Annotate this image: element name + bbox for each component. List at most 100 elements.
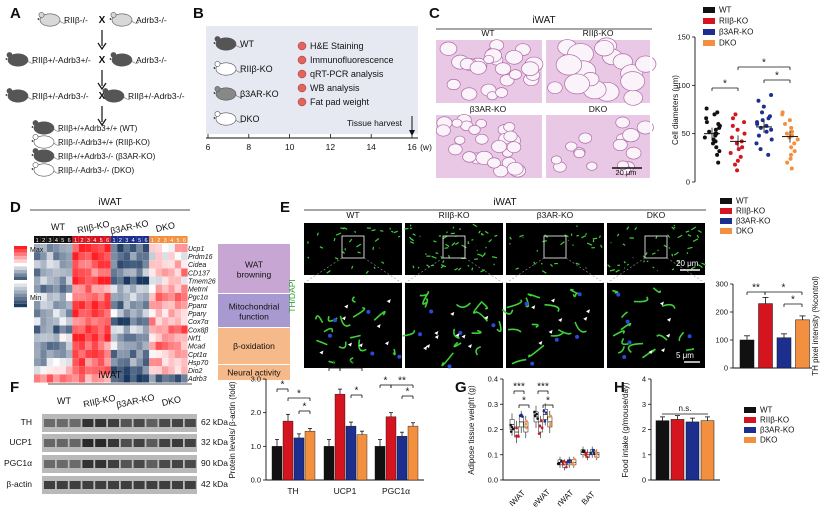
- chart-c-tick-label: 50: [682, 129, 690, 138]
- adipocyte-cell: [595, 40, 614, 56]
- mouse-eye: [32, 168, 34, 170]
- heatmap-cell: [181, 293, 187, 301]
- heatmap-cell: [168, 350, 174, 358]
- heatmap-cell: [34, 326, 40, 334]
- group-label: DKO: [155, 220, 176, 234]
- heatmap-cell: [162, 244, 168, 252]
- dapi-nucleus: [397, 355, 401, 359]
- heatmap-cell: [79, 260, 85, 268]
- chart-c-point: [705, 120, 709, 124]
- heatmap-cell: [168, 260, 174, 268]
- blot-band: [95, 460, 106, 468]
- heatmap-cell: [92, 260, 98, 268]
- chart-c-point: [790, 166, 794, 170]
- heatmap-cell: [117, 260, 123, 268]
- blot-band: [44, 481, 55, 489]
- gene-label: Pgc1α: [188, 295, 209, 302]
- chart-h-ns-label: n.s.: [679, 404, 692, 413]
- chart-g-point: [545, 411, 548, 414]
- chart-c-point: [714, 145, 718, 149]
- chart-g-sig-asterisk: ***: [513, 382, 525, 393]
- chart-f-sig-asterisk: *: [281, 380, 285, 391]
- heatmap-cell: [60, 309, 66, 317]
- heatmap-cell: [175, 366, 181, 374]
- heatmap-cell: [143, 260, 149, 268]
- adipocyte-cell: [507, 162, 523, 175]
- heatmap-cell: [124, 326, 130, 334]
- dapi-nucleus: [530, 362, 534, 366]
- adipocyte-cell: [504, 131, 517, 142]
- adipocyte-cell: [496, 88, 508, 98]
- chart-c-point: [715, 153, 719, 157]
- heatmap-cell: [60, 366, 66, 374]
- heatmap-cell: [117, 301, 123, 309]
- mouse-ear: [215, 86, 220, 91]
- panel-letter-b: B: [193, 5, 204, 22]
- blot-band: [70, 460, 81, 468]
- heatmap-cell: [47, 252, 53, 260]
- heatmap-cell: [136, 366, 142, 374]
- fluorescence-image: [506, 223, 604, 275]
- blot-band: [95, 419, 106, 427]
- chart-c-point: [736, 159, 740, 163]
- adipocyte-cell: [587, 162, 597, 170]
- chart-g-sig-asterisk: *: [546, 396, 550, 407]
- heatmap-cell: [72, 268, 78, 276]
- blot-band: [57, 460, 68, 468]
- th-fiber: [658, 250, 659, 251]
- adipocyte-cell: [623, 129, 640, 142]
- adipocyte-cell: [579, 133, 592, 143]
- heatmap-cell: [143, 268, 149, 276]
- chart-g-point: [519, 414, 522, 417]
- heatmap-cell: [72, 317, 78, 325]
- chart-h-bar: [701, 421, 714, 480]
- mouse-icon-offspring: [32, 148, 61, 162]
- heatmap-cell: [149, 260, 155, 268]
- colorscale-step: [14, 304, 27, 307]
- blot-band: [44, 460, 55, 468]
- group-label: β3AR-KO: [115, 392, 155, 410]
- heatmap-cell: [66, 374, 72, 382]
- heatmap-cell: [98, 350, 104, 358]
- heatmap-cell: [156, 374, 162, 382]
- panel-letter-e: E: [280, 199, 290, 216]
- th-fiber: [611, 242, 612, 243]
- heatmap-cell: [98, 301, 104, 309]
- image-label: WT: [481, 28, 494, 38]
- molecular-weight: 62 kDa: [201, 417, 228, 427]
- heatmap-cell: [149, 350, 155, 358]
- chart-e-bar: [796, 320, 810, 368]
- chart-g-point: [562, 463, 565, 466]
- timeline-tick-label: 14: [366, 142, 376, 152]
- mouse-eye: [110, 58, 112, 60]
- chart-g-point: [544, 420, 547, 423]
- chart-g-point: [583, 450, 586, 453]
- blot-band: [159, 460, 170, 468]
- heatmap-cell: [181, 285, 187, 293]
- chart-g-tick-label: 0.2: [488, 425, 498, 434]
- group-label: DKO: [240, 114, 260, 124]
- heatmap-cell: [104, 301, 110, 309]
- colorscale-step: [14, 263, 27, 266]
- molecular-weight: 42 kDa: [201, 479, 228, 489]
- chart-f-bar: [408, 426, 418, 480]
- heatmap-cell: [117, 277, 123, 285]
- chart-c-point: [793, 149, 797, 153]
- blot-band: [82, 419, 93, 427]
- chart-g-point: [572, 461, 575, 464]
- dapi-nucleus: [333, 318, 337, 322]
- heatmap-cell: [34, 374, 40, 382]
- sample-number: 4: [55, 238, 58, 244]
- heatmap-cell: [79, 358, 85, 366]
- th-fiber: [653, 267, 654, 268]
- blot-band: [185, 460, 196, 468]
- heatmap-cell: [117, 350, 123, 358]
- sample-number: 3: [125, 238, 128, 244]
- heatmap-cell: [175, 358, 181, 366]
- blot-band: [44, 439, 55, 447]
- chart-g-point: [549, 415, 552, 418]
- heatmap-cell: [162, 268, 168, 276]
- gene-label: Pparγ: [188, 311, 207, 318]
- heatmap-cell: [60, 252, 66, 260]
- colorscale-step: [14, 270, 27, 273]
